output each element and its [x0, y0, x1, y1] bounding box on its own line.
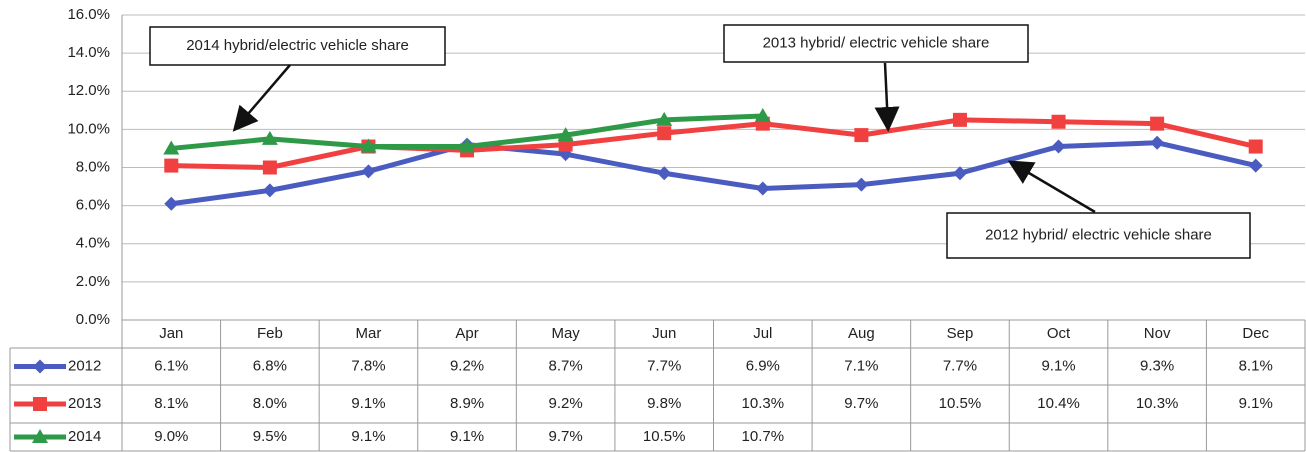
x-tick-label: Jul: [753, 325, 772, 342]
y-tick-label: 8.0%: [76, 158, 110, 175]
annotation-text: 2012 hybrid/ electric vehicle share: [985, 226, 1212, 243]
data-point: [262, 183, 277, 198]
data-point: [262, 160, 277, 175]
table-value: 9.1%: [450, 428, 484, 445]
table-value: 10.5%: [939, 395, 982, 412]
annotation-arrow: [1007, 160, 1096, 214]
legend-label: 2013: [68, 395, 101, 412]
x-tick-label: Apr: [455, 325, 478, 342]
table-value: 9.7%: [549, 428, 583, 445]
y-tick-label: 4.0%: [76, 235, 110, 252]
table-value: 10.5%: [643, 428, 686, 445]
data-point: [163, 140, 180, 155]
annotation-text: 2014 hybrid/electric vehicle share: [186, 37, 409, 54]
table-value: 10.3%: [1136, 395, 1179, 412]
table-value: 8.0%: [253, 395, 287, 412]
legend-marker: [33, 359, 47, 374]
data-point: [854, 128, 869, 143]
data-point: [656, 111, 673, 126]
table-value: 9.1%: [351, 428, 385, 445]
data-point: [755, 181, 770, 196]
annotation-arrow: [874, 62, 900, 132]
table-value: 9.5%: [253, 428, 287, 445]
series-line: [171, 117, 1257, 170]
x-tick-label: Mar: [356, 325, 382, 342]
data-point: [854, 177, 869, 192]
table-value: 9.2%: [549, 395, 583, 412]
table-value: 9.1%: [1041, 357, 1075, 374]
data-point: [952, 112, 967, 127]
y-tick-label: 0.0%: [76, 311, 110, 328]
table-value: 9.0%: [154, 428, 188, 445]
table-value: 9.8%: [647, 395, 681, 412]
legend-marker: [32, 429, 48, 443]
legend-label: 2014: [68, 428, 101, 445]
y-tick-label: 16.0%: [67, 6, 110, 23]
x-tick-label: Nov: [1144, 325, 1171, 342]
series-line: [170, 140, 1257, 207]
table-value: 9.1%: [351, 395, 385, 412]
x-tick-label: Aug: [848, 325, 875, 342]
table-value: 6.9%: [746, 357, 780, 374]
table-value: 8.9%: [450, 395, 484, 412]
data-point: [657, 166, 672, 181]
table-value: 10.3%: [742, 395, 785, 412]
table-value: 9.2%: [450, 357, 484, 374]
table-value: 9.1%: [1239, 395, 1273, 412]
legend-label: 2012: [68, 357, 101, 374]
annotation-box: [723, 24, 1029, 63]
table-value: 10.4%: [1037, 395, 1080, 412]
y-tick-label: 6.0%: [76, 197, 110, 214]
annotation-box: [149, 26, 446, 66]
data-point: [261, 130, 278, 145]
table-value: 8.1%: [1239, 357, 1273, 374]
data-point: [1150, 135, 1165, 150]
table-value: 6.1%: [154, 357, 188, 374]
data-point: [557, 127, 574, 142]
data-point: [1248, 158, 1263, 173]
y-tick-label: 2.0%: [76, 273, 110, 290]
data-point: [1051, 114, 1066, 129]
table-value: 9.3%: [1140, 357, 1174, 374]
data-point: [459, 138, 476, 153]
x-tick-label: Dec: [1242, 325, 1269, 342]
table-value: 7.8%: [351, 357, 385, 374]
table-value: 8.7%: [549, 357, 583, 374]
data-point: [1248, 139, 1263, 154]
data-point: [361, 164, 376, 179]
data-point: [164, 196, 179, 211]
annotation-box: [946, 212, 1251, 259]
table-value: 6.8%: [253, 357, 287, 374]
x-tick-label: May: [551, 325, 580, 342]
table-value: 9.7%: [844, 395, 878, 412]
data-point: [657, 126, 672, 141]
x-tick-label: Sep: [947, 325, 974, 342]
x-tick-label: Oct: [1047, 325, 1071, 342]
data-point: [1150, 116, 1165, 131]
data-point: [1051, 139, 1066, 154]
table-value: 7.7%: [943, 357, 977, 374]
data-point: [558, 137, 573, 152]
data-point: [164, 158, 179, 173]
y-tick-label: 14.0%: [67, 44, 110, 61]
table-value: 7.7%: [647, 357, 681, 374]
y-tick-label: 12.0%: [67, 82, 110, 99]
table-value: 10.7%: [742, 428, 785, 445]
table-value: 8.1%: [154, 395, 188, 412]
table-value: 7.1%: [844, 357, 878, 374]
data-point: [754, 108, 771, 123]
annotation-text: 2013 hybrid/ electric vehicle share: [763, 34, 990, 51]
data-point: [952, 166, 967, 181]
x-tick-label: Feb: [257, 325, 283, 342]
y-tick-label: 10.0%: [67, 120, 110, 137]
x-tick-label: Jun: [652, 325, 676, 342]
x-tick-label: Jan: [159, 325, 183, 342]
data-point: [360, 138, 377, 153]
legend-marker: [33, 397, 47, 411]
annotation-arrow: [232, 64, 291, 132]
